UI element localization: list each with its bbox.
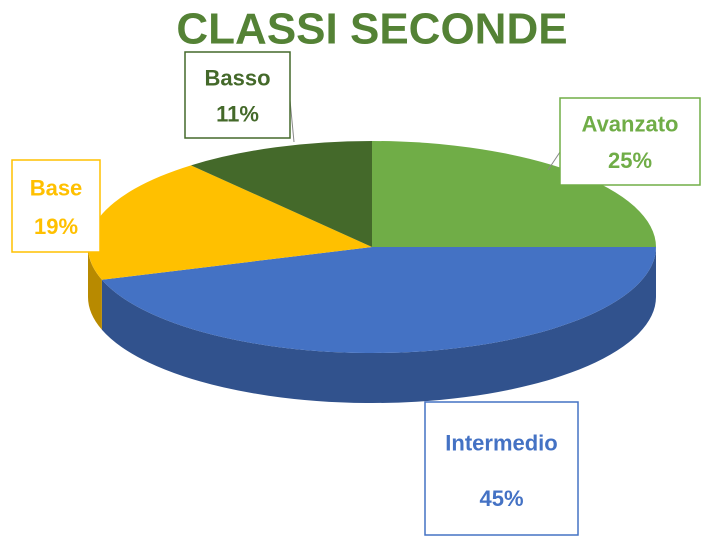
data-label-name: Avanzato xyxy=(582,112,679,137)
leader-line xyxy=(547,151,561,171)
data-label-name: Base xyxy=(30,175,83,200)
pie-slice xyxy=(101,247,656,354)
pie-slice xyxy=(88,165,372,280)
label-box xyxy=(559,97,701,186)
pie-side xyxy=(101,247,656,403)
data-label-name: Intermedio xyxy=(445,430,557,455)
label-box xyxy=(184,51,291,139)
data-label-value: 45% xyxy=(479,486,523,511)
label-box xyxy=(424,401,579,536)
data-label-value: 25% xyxy=(608,148,652,173)
data-label-name: Basso xyxy=(204,65,270,90)
pie-slice xyxy=(190,141,372,247)
label-box xyxy=(11,159,101,253)
data-label-value: 19% xyxy=(34,214,78,239)
chart-title: CLASSI SECONDE xyxy=(176,5,567,54)
pie-slice xyxy=(372,141,656,247)
pie-side xyxy=(88,247,102,330)
data-label-value: 11% xyxy=(216,101,259,126)
